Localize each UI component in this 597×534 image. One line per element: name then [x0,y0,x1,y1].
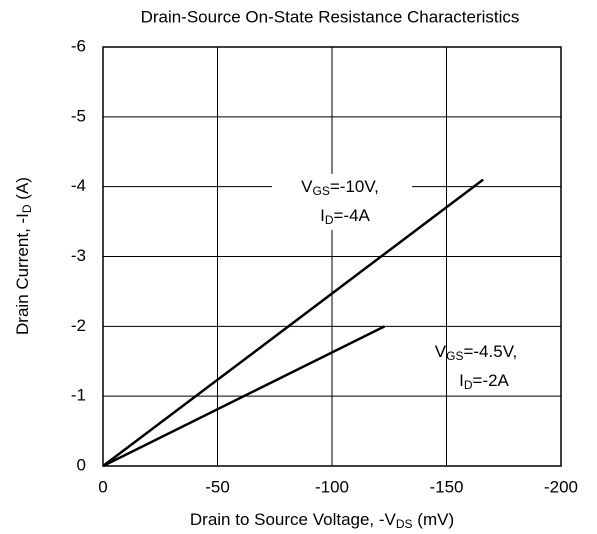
x-tick-label: -100 [315,477,349,496]
annotation-part: V [435,342,447,361]
series-line [102,325,386,468]
x-tick-label: -150 [429,477,463,496]
annotation-part: =-10V, [330,177,379,196]
annotation-part: D [325,213,334,227]
y-tick-label: -1 [71,386,86,405]
x-axis-label: Drain to Source Voltage, -VDS (mV) [190,510,454,531]
annotation: ID=-2A [459,371,509,392]
x-tick-label: 0 [98,477,107,496]
y-tick-label: -3 [71,246,86,265]
y-axis-label-part: (A) [13,177,32,204]
annotation: ID=-4A [320,206,370,227]
annotation-background [272,174,412,230]
x-axis-label-part: Drain to Source Voltage, -V [190,510,397,529]
annotation-part: GS [313,184,330,198]
annotation-part: =-2A [473,371,510,390]
y-axis-label-part: Drain Current, -I [13,213,32,335]
y-tick-label: -5 [71,106,86,125]
annotation: VGS=-4.5V, [435,342,517,363]
y-tick-label: 0 [77,455,86,474]
annotation-part: I [459,371,464,390]
annotation-part: D [464,378,473,392]
chart-title: Drain-Source On-State Resistance Charact… [141,7,520,26]
x-tick-label: -50 [205,477,230,496]
y-axis-label-part: D [20,204,34,213]
annotation: VGS=-10V, [301,177,379,198]
y-tick-label: -6 [71,36,86,55]
x-axis-label-part: DS [396,517,413,531]
y-tick-label: -4 [71,176,86,195]
annotation-part: =-4A [334,206,371,225]
y-axis-label: Drain Current, -ID (A) [13,177,34,335]
x-axis-label-part: (mV) [413,510,455,529]
series-line [102,178,484,467]
annotation-part: V [301,177,313,196]
plot-frame [102,46,562,467]
annotation-part: GS [446,349,463,363]
annotation-part: =-4.5V, [463,342,517,361]
y-tick-label: -2 [71,316,86,335]
x-tick-label: -200 [544,477,578,496]
annotation-part: I [320,206,325,225]
